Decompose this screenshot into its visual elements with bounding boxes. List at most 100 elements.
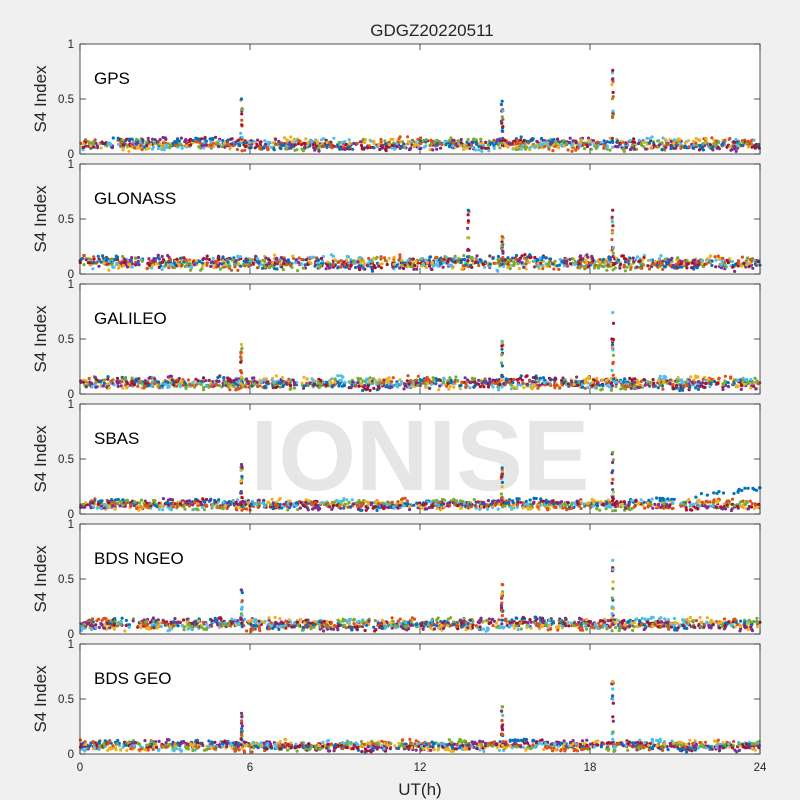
data-point xyxy=(168,258,172,262)
data-point xyxy=(752,138,756,142)
spike-point xyxy=(466,213,470,217)
data-point xyxy=(640,266,644,270)
data-point xyxy=(153,377,157,381)
data-point xyxy=(449,136,453,140)
data-point xyxy=(700,259,704,263)
data-point xyxy=(610,384,615,388)
data-point xyxy=(471,146,475,150)
data-point xyxy=(475,254,479,258)
data-point xyxy=(337,382,341,386)
data-point xyxy=(136,255,141,260)
data-point xyxy=(97,264,101,268)
data-point xyxy=(754,488,759,492)
data-point xyxy=(196,137,201,141)
data-point xyxy=(428,386,432,390)
data-point xyxy=(366,146,370,150)
data-point xyxy=(263,139,267,143)
data-point xyxy=(658,374,662,378)
data-point xyxy=(266,147,270,151)
data-point xyxy=(743,382,747,386)
data-point xyxy=(156,142,160,146)
data-point xyxy=(246,263,250,267)
data-point xyxy=(343,140,347,144)
data-point xyxy=(231,258,235,262)
data-point xyxy=(728,136,732,141)
data-point xyxy=(138,380,143,384)
data-point xyxy=(526,502,530,507)
data-point xyxy=(660,141,664,145)
data-point xyxy=(493,378,497,383)
data-point xyxy=(203,136,207,140)
data-point xyxy=(99,380,103,384)
data-point xyxy=(102,142,106,146)
data-point xyxy=(517,266,521,271)
data-point xyxy=(127,139,132,143)
data-point xyxy=(161,135,165,140)
data-point xyxy=(592,266,597,270)
data-point xyxy=(324,267,328,271)
data-point xyxy=(384,142,388,146)
data-point xyxy=(209,264,213,269)
data-point xyxy=(422,263,426,267)
data-point xyxy=(435,138,439,143)
data-point xyxy=(281,144,285,148)
data-point xyxy=(226,264,230,269)
data-point xyxy=(488,262,492,266)
data-point xyxy=(250,384,254,388)
data-point xyxy=(664,145,668,149)
data-point xyxy=(201,257,205,262)
spike-point xyxy=(611,224,615,228)
data-point xyxy=(658,382,663,386)
data-point xyxy=(681,386,685,390)
data-point xyxy=(587,138,592,143)
data-point xyxy=(297,256,301,260)
data-point xyxy=(84,385,88,389)
data-point xyxy=(297,261,301,265)
data-point xyxy=(183,140,187,144)
data-point xyxy=(344,143,348,147)
data-point xyxy=(726,385,731,389)
data-point xyxy=(375,255,379,259)
data-point xyxy=(578,143,583,147)
data-point xyxy=(502,382,506,386)
spike-peak xyxy=(500,99,504,103)
data-point xyxy=(251,376,255,380)
data-point xyxy=(481,262,485,266)
data-point xyxy=(674,141,679,145)
data-point xyxy=(279,147,283,151)
data-point xyxy=(664,138,668,142)
data-point xyxy=(289,146,293,150)
data-point xyxy=(605,144,609,148)
data-point xyxy=(190,381,194,385)
spike-point xyxy=(610,136,615,140)
data-point xyxy=(434,382,438,386)
data-point xyxy=(579,258,583,262)
data-point xyxy=(623,384,627,388)
data-point xyxy=(734,149,738,153)
data-point xyxy=(579,254,583,258)
data-point xyxy=(732,381,736,385)
data-point xyxy=(443,139,447,143)
data-point xyxy=(549,139,553,144)
data-point xyxy=(121,498,125,502)
data-point xyxy=(479,258,483,263)
data-point xyxy=(100,140,104,144)
data-point xyxy=(668,263,672,267)
data-point xyxy=(619,387,623,391)
data-point xyxy=(702,385,706,389)
data-point xyxy=(632,137,636,141)
data-point xyxy=(518,258,522,262)
data-point xyxy=(379,140,383,144)
data-point xyxy=(377,381,381,385)
data-point xyxy=(683,141,687,145)
data-point xyxy=(208,137,212,141)
data-point xyxy=(746,145,751,149)
spike-point xyxy=(500,244,504,248)
data-point xyxy=(194,383,198,387)
data-point xyxy=(466,137,470,142)
data-point xyxy=(330,500,335,504)
data-point xyxy=(462,143,466,147)
spike-point xyxy=(611,353,616,357)
data-point xyxy=(343,380,347,384)
data-point xyxy=(393,147,397,151)
